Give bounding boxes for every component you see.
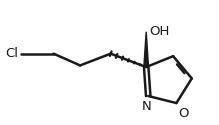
Text: OH: OH — [150, 25, 170, 38]
Text: O: O — [179, 107, 189, 120]
Text: Cl: Cl — [5, 47, 18, 60]
Text: N: N — [141, 100, 151, 113]
Polygon shape — [144, 32, 148, 67]
